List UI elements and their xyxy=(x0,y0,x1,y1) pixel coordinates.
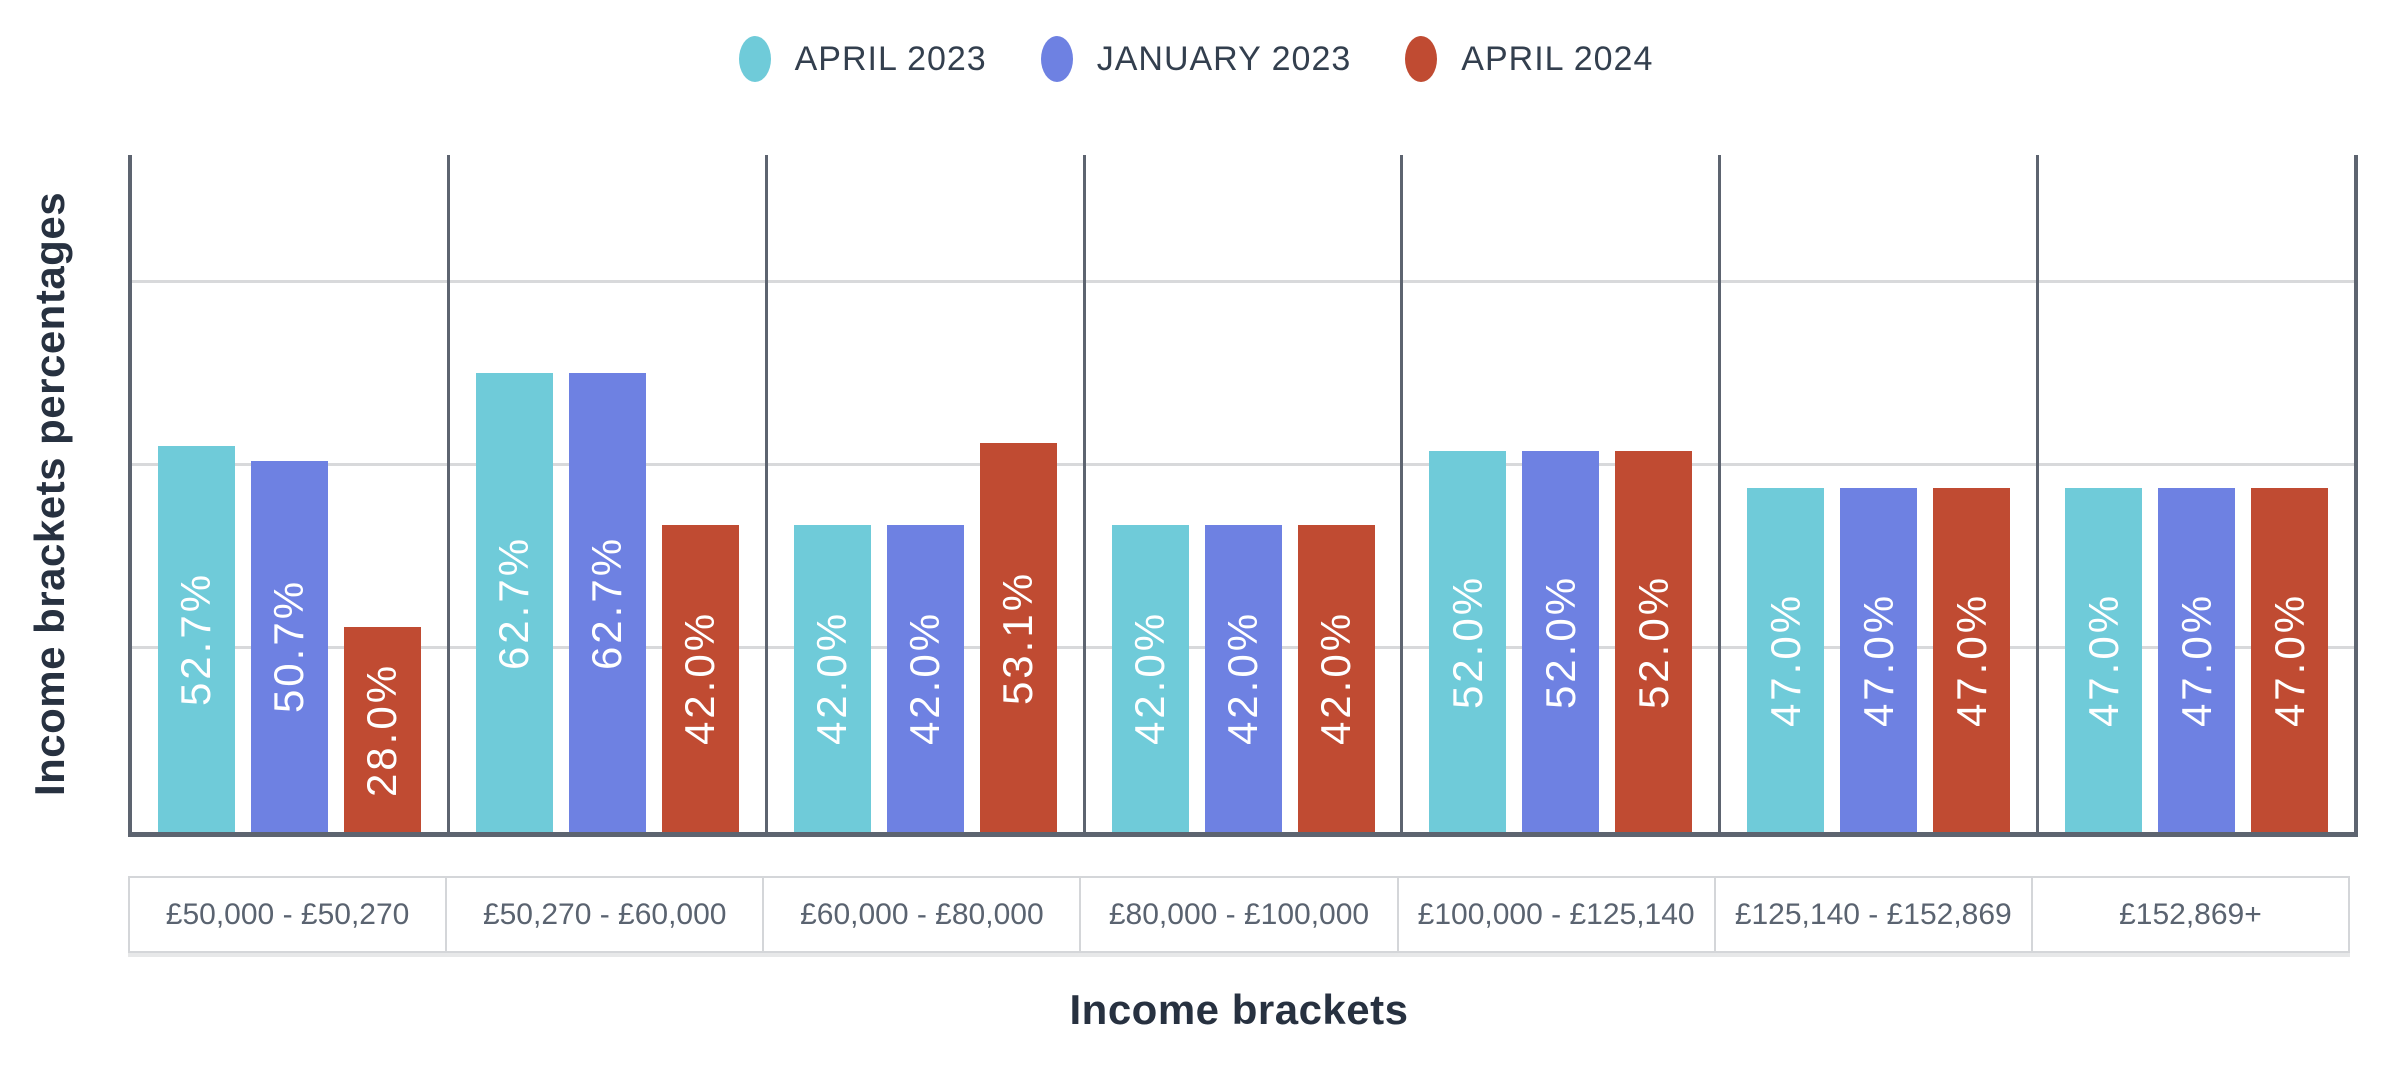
bar: 28.0% xyxy=(343,627,421,832)
bar-value-label: 42.0% xyxy=(808,611,856,746)
bar: 47.0% xyxy=(2251,488,2329,832)
bar: 47.0% xyxy=(2158,488,2236,832)
y-axis-title-text: Income brackets percentages xyxy=(26,191,74,796)
bar-value-label: 52.0% xyxy=(1443,574,1491,709)
bar: 47.0% xyxy=(1933,488,2011,832)
bar-value-label: 47.0% xyxy=(1854,592,1902,728)
bar-value-label: 47.0% xyxy=(1947,592,1995,728)
bar-group: 52.0% 52.0% 52.0% xyxy=(1403,155,1722,832)
bar-group: 47.0% 47.0% 47.0% xyxy=(1721,155,2040,832)
category-label: £50,270 - £60,000 xyxy=(447,878,765,951)
y-axis-title: Income brackets percentages xyxy=(4,155,96,832)
legend-item-label: APRIL 2023 xyxy=(794,39,987,78)
bar: 62.7% xyxy=(568,373,646,832)
bar-group: 42.0% 42.0% 53.1% xyxy=(768,155,1086,832)
bar-value-label: 62.7% xyxy=(490,535,538,670)
bar-value-label: 42.0% xyxy=(1219,611,1266,746)
bar: 52.7% xyxy=(157,446,235,832)
bar-value-label: 52.0% xyxy=(1629,574,1677,709)
bar-value-label: 47.0% xyxy=(1761,592,1809,728)
legend-item[interactable]: APRIL 2024 xyxy=(1405,36,1653,82)
bar-value-label: 52.7% xyxy=(172,572,220,707)
bar-value-label: 62.7% xyxy=(583,535,631,670)
x-axis-labels: £50,000 - £50,270 £50,270 - £60,000 £60,00… xyxy=(128,876,2350,953)
legend-item-label: APRIL 2024 xyxy=(1461,39,1654,78)
bar-group: 52.7% 50.7% 28.0% xyxy=(132,155,450,832)
category-label: £100,000 - £125,140 xyxy=(1399,878,1716,951)
bar: 53.1% xyxy=(979,443,1057,832)
x-axis-title: Income brackets xyxy=(1069,986,1409,1033)
bar: 42.0% xyxy=(1204,524,1282,832)
bar: 50.7% xyxy=(250,460,328,832)
category-label: £80,000 - £100,000 xyxy=(1081,878,1399,951)
bar-value-label: 47.0% xyxy=(2172,592,2220,728)
bar: 52.0% xyxy=(1429,451,1507,832)
bar: 52.0% xyxy=(1522,451,1600,832)
bar-value-label: 42.0% xyxy=(1312,611,1359,746)
bar: 42.0% xyxy=(661,524,739,832)
legend-item-label: JANUARY 2023 xyxy=(1096,39,1352,78)
bar-value-label: 53.1% xyxy=(994,570,1042,705)
bar-group: 47.0% 47.0% 47.0% xyxy=(2039,155,2354,832)
bar-value-label: 52.0% xyxy=(1536,574,1584,709)
bar: 47.0% xyxy=(1840,488,1918,832)
bar: 52.0% xyxy=(1615,451,1693,832)
bar: 42.0% xyxy=(1297,524,1375,832)
bar-value-label: 47.0% xyxy=(2265,592,2313,728)
gridline xyxy=(132,280,2354,284)
legend-dot-icon xyxy=(1040,36,1073,82)
bar-value-label: 50.7% xyxy=(265,579,313,714)
bar-value-label: 42.0% xyxy=(901,611,949,746)
legend-dot-icon xyxy=(738,36,771,82)
category-label: £125,140 - £152,869 xyxy=(1716,878,2033,951)
category-label: £50,000 - £50,270 xyxy=(130,878,448,951)
category-label: £60,000 - £80,000 xyxy=(764,878,1082,951)
bar-value-label: 47.0% xyxy=(2079,592,2127,728)
plot-area: 52.7% 50.7% 28.0% 62.7% 62.7% 42.0% 42.0% 42.0%… xyxy=(128,155,2358,837)
bar-group: 42.0% 42.0% 42.0% xyxy=(1086,155,1404,832)
bar-value-label: 42.0% xyxy=(676,611,724,746)
legend-item[interactable]: APRIL 2023 xyxy=(738,36,987,82)
bar: 42.0% xyxy=(886,524,964,832)
bar-value-label: 28.0% xyxy=(358,662,406,797)
bar: 47.0% xyxy=(1747,488,1825,832)
bar-value-label: 42.0% xyxy=(1126,611,1173,746)
bar: 42.0% xyxy=(793,524,871,832)
gridline xyxy=(132,463,2354,467)
bar: 47.0% xyxy=(2065,488,2143,832)
bar: 62.7% xyxy=(475,373,553,832)
bar-group: 62.7% 62.7% 42.0% xyxy=(450,155,768,832)
legend: APRIL 2023 JANUARY 2023 APRIL 2024 xyxy=(0,28,2392,90)
bar: 42.0% xyxy=(1111,524,1189,832)
legend-item[interactable]: JANUARY 2023 xyxy=(1040,36,1352,82)
category-label: £152,869+ xyxy=(2119,897,2262,931)
legend-dot-icon xyxy=(1405,36,1438,82)
bar-groups: 52.7% 50.7% 28.0% 62.7% 62.7% 42.0% 42.0% 42.0%… xyxy=(132,155,2354,832)
